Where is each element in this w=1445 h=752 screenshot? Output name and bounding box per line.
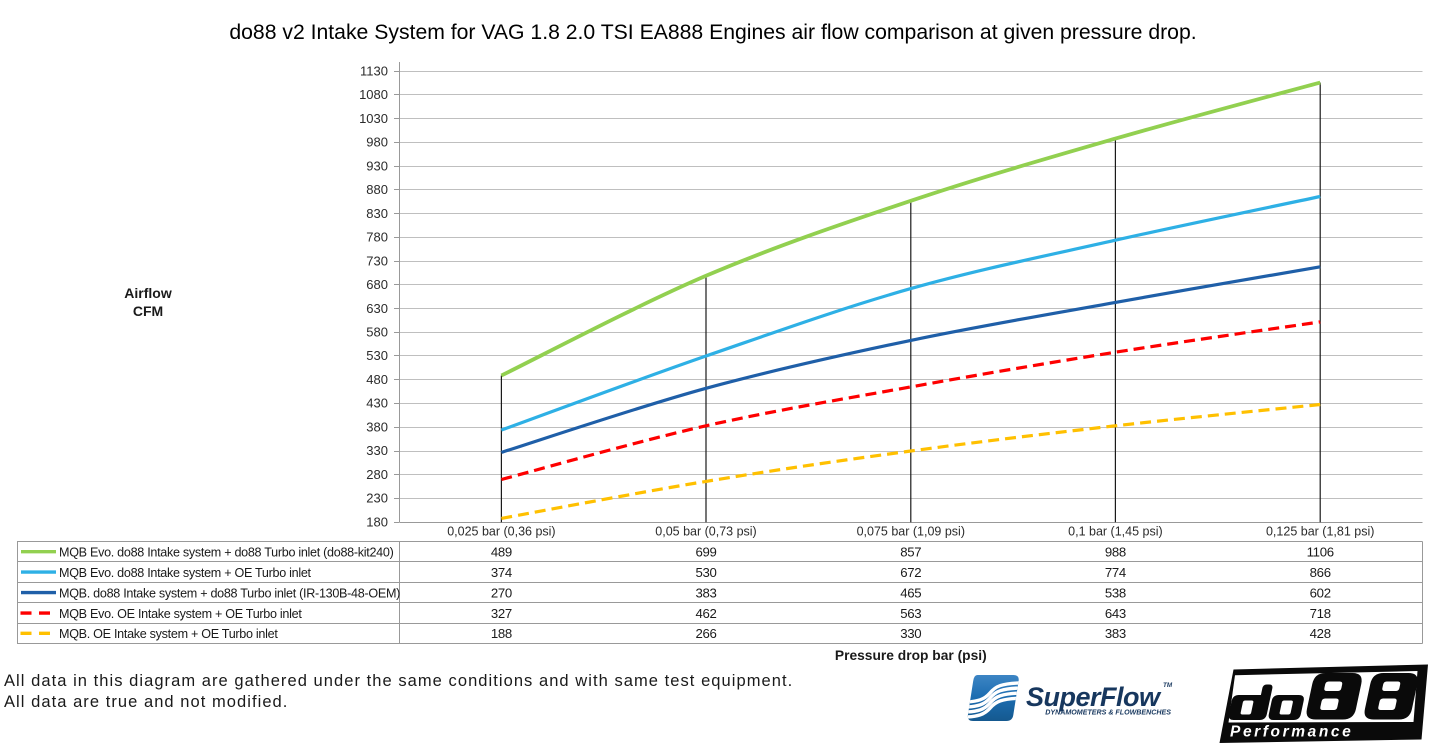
svg-text:0,05 bar (0,73 psi): 0,05 bar (0,73 psi): [655, 525, 756, 539]
svg-text:383: 383: [695, 586, 716, 601]
svg-text:380: 380: [366, 420, 388, 435]
svg-text:462: 462: [695, 606, 716, 621]
svg-text:188: 188: [491, 626, 512, 641]
svg-text:672: 672: [900, 565, 921, 580]
svg-text:530: 530: [366, 348, 388, 363]
svg-text:563: 563: [900, 606, 921, 621]
svg-text:do88 v2 Intake System for VAG: do88 v2 Intake System for VAG 1.8 2.0 TS…: [229, 21, 1196, 44]
svg-text:MQB Evo. do88 Intake system +: MQB Evo. do88 Intake system + OE Turbo i…: [59, 566, 312, 580]
svg-text:580: 580: [366, 325, 388, 340]
svg-text:266: 266: [695, 626, 716, 641]
svg-text:Pressure drop bar (psi): Pressure drop bar (psi): [835, 648, 987, 663]
svg-text:489: 489: [491, 545, 512, 560]
svg-text:718: 718: [1310, 606, 1331, 621]
svg-text:1106: 1106: [1307, 545, 1334, 560]
svg-text:1130: 1130: [360, 63, 388, 78]
svg-text:Airflow: Airflow: [124, 285, 172, 301]
svg-text:330: 330: [366, 443, 388, 458]
svg-text:383: 383: [1105, 626, 1126, 641]
svg-text:480: 480: [366, 372, 388, 387]
svg-text:0,025 bar (0,36 psi): 0,025 bar (0,36 psi): [447, 525, 555, 539]
svg-text:MQB Evo. do88 Intake system +: MQB Evo. do88 Intake system + do88 Turbo…: [59, 546, 394, 560]
svg-text:0,1 bar (1,45 psi): 0,1 bar (1,45 psi): [1068, 525, 1163, 539]
svg-text:230: 230: [366, 491, 388, 506]
svg-text:CFM: CFM: [133, 303, 163, 319]
svg-text:988: 988: [1105, 545, 1126, 560]
svg-text:630: 630: [366, 301, 388, 316]
svg-text:280: 280: [366, 467, 388, 482]
svg-text:699: 699: [695, 545, 716, 560]
svg-text:602: 602: [1310, 586, 1331, 601]
svg-text:643: 643: [1105, 606, 1126, 621]
svg-text:830: 830: [366, 206, 388, 221]
svg-text:880: 880: [366, 182, 388, 197]
svg-text:1030: 1030: [359, 111, 388, 126]
svg-text:465: 465: [900, 586, 921, 601]
svg-text:774: 774: [1105, 565, 1126, 580]
svg-text:680: 680: [366, 277, 388, 292]
svg-text:730: 730: [366, 253, 388, 268]
svg-text:0,075 bar (1,09 psi): 0,075 bar (1,09 psi): [857, 525, 965, 539]
svg-text:428: 428: [1310, 626, 1331, 641]
svg-text:780: 780: [366, 230, 388, 245]
svg-text:980: 980: [366, 135, 388, 150]
svg-text:330: 330: [900, 626, 921, 641]
svg-text:857: 857: [900, 545, 921, 560]
svg-text:All data in this diagram are g: All data in this diagram are gathered un…: [4, 672, 793, 690]
svg-text:All data are true and not modi: All data are true and not modified.: [4, 693, 288, 711]
svg-text:430: 430: [366, 396, 388, 411]
svg-text:538: 538: [1105, 586, 1126, 601]
svg-text:270: 270: [491, 586, 512, 601]
svg-text:530: 530: [695, 565, 716, 580]
svg-text:0,125 bar (1,81 psi): 0,125 bar (1,81 psi): [1266, 525, 1374, 539]
svg-text:374: 374: [491, 565, 512, 580]
svg-text:TM: TM: [1163, 682, 1173, 689]
svg-text:MQB. do88 Intake system + do88: MQB. do88 Intake system + do88 Turbo inl…: [59, 587, 400, 601]
svg-text:866: 866: [1310, 565, 1331, 580]
svg-text:MQB Evo. OE Intake system + OE: MQB Evo. OE Intake system + OE Turbo inl…: [59, 607, 302, 621]
svg-text:180: 180: [366, 514, 388, 529]
svg-text:SuperFlow: SuperFlow: [1026, 682, 1162, 712]
svg-text:MQB. OE Intake system + OE Tur: MQB. OE Intake system + OE Turbo inlet: [59, 627, 278, 641]
svg-text:327: 327: [491, 606, 512, 621]
svg-text:Performance: Performance: [1230, 724, 1353, 741]
svg-text:1080: 1080: [359, 87, 388, 102]
svg-text:DYNAMOMETERS & FLOWBENCHES: DYNAMOMETERS & FLOWBENCHES: [1045, 709, 1171, 717]
svg-text:930: 930: [366, 158, 388, 173]
